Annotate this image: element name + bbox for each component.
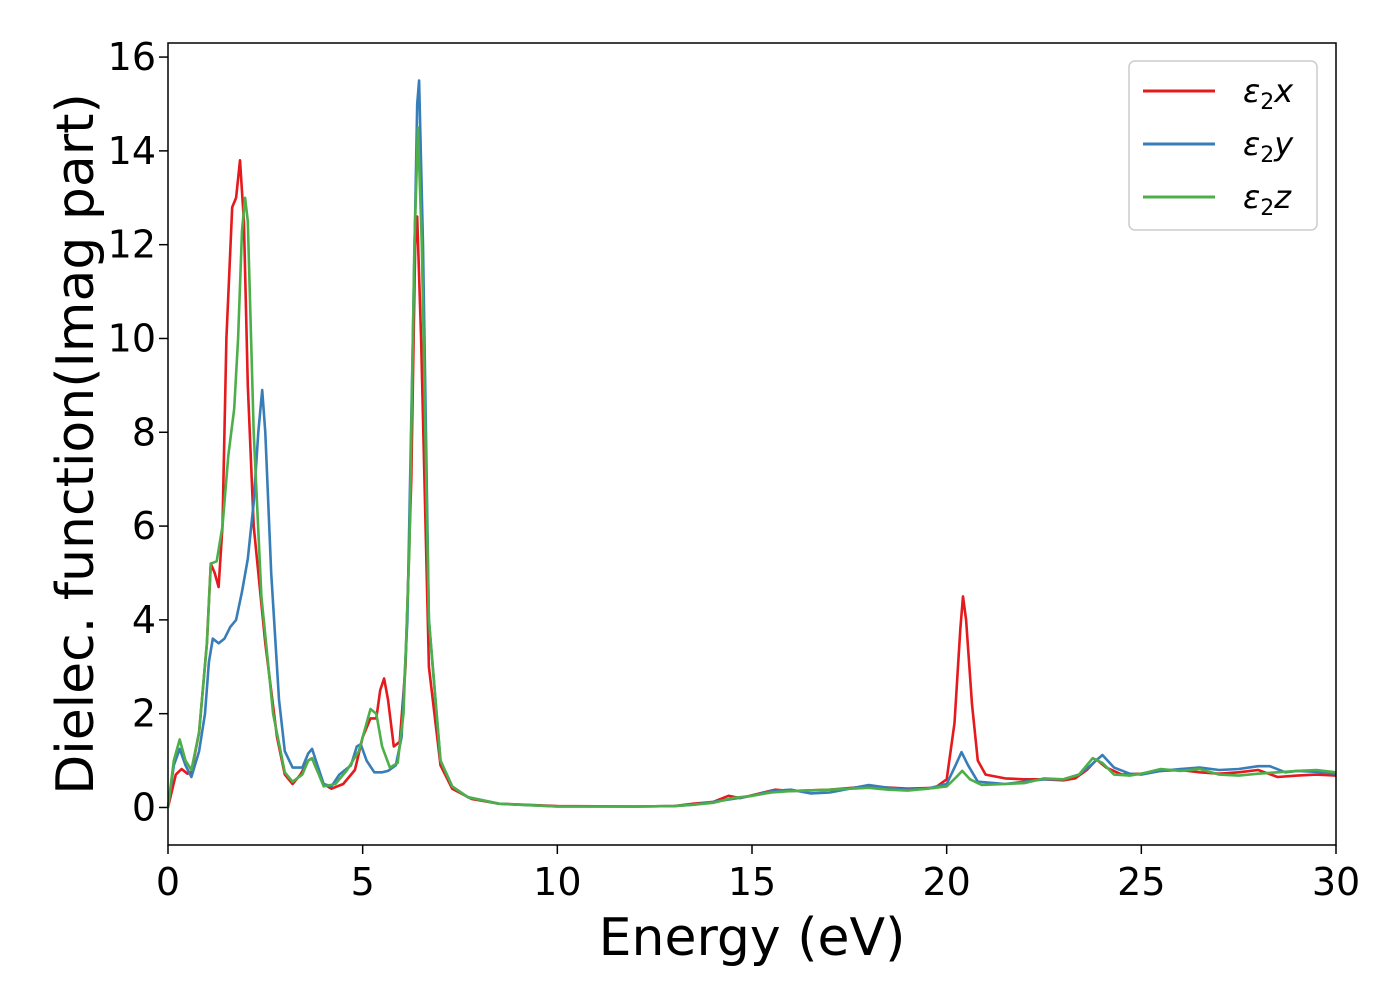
y-tick-label: 8 xyxy=(132,410,156,454)
legend-label-y: ε2y xyxy=(1243,125,1294,168)
y-tick-label: 12 xyxy=(108,223,156,267)
y-tick-label: 16 xyxy=(108,35,156,79)
legend-label-z: ε2z xyxy=(1243,178,1292,221)
x-tick-label: 25 xyxy=(1117,860,1165,904)
x-axis-label: Energy (eV) xyxy=(599,908,906,968)
y-axis-label: Dielec. function(Imag part) xyxy=(46,93,106,795)
x-tick-label: 30 xyxy=(1312,860,1360,904)
x-tick-label: 0 xyxy=(156,860,180,904)
x-tick-label: 15 xyxy=(728,860,776,904)
x-tick-label: 20 xyxy=(922,860,970,904)
series-line-z xyxy=(166,126,1337,808)
y-tick-label: 4 xyxy=(132,598,156,642)
legend-box xyxy=(1128,60,1318,231)
series-line-x xyxy=(166,159,1337,808)
series-layer xyxy=(166,79,1337,808)
y-tick-label: 14 xyxy=(108,129,156,173)
x-tick-label: 5 xyxy=(351,860,375,904)
x-tick-label: 10 xyxy=(533,860,581,904)
y-tick-label: 0 xyxy=(132,785,156,829)
y-tick-label: 10 xyxy=(108,316,156,360)
y-tick-label: 2 xyxy=(132,692,156,736)
tick-layer: 0 5 10 15 20 25 30 0 2 4 6 8 10 12 14 16 xyxy=(108,35,1361,904)
y-tick-label: 6 xyxy=(132,504,156,548)
plot-frame xyxy=(167,42,1337,846)
legend-label-x: ε2x xyxy=(1243,72,1294,115)
legend: ε2x ε2y ε2z xyxy=(1128,60,1318,231)
